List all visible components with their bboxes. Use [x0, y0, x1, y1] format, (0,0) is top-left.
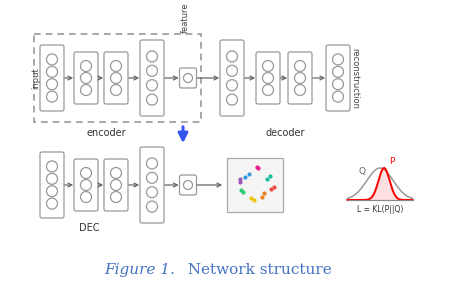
Circle shape: [226, 94, 238, 105]
Circle shape: [46, 161, 58, 172]
Circle shape: [46, 79, 58, 90]
Circle shape: [226, 80, 238, 91]
Circle shape: [184, 73, 193, 83]
Circle shape: [147, 65, 158, 76]
FancyBboxPatch shape: [256, 52, 280, 104]
Circle shape: [81, 61, 91, 72]
Circle shape: [226, 51, 238, 62]
Text: P: P: [389, 157, 395, 166]
Circle shape: [111, 85, 122, 96]
FancyBboxPatch shape: [74, 159, 98, 211]
FancyBboxPatch shape: [140, 40, 164, 116]
Circle shape: [111, 192, 122, 203]
FancyBboxPatch shape: [40, 45, 64, 111]
Text: encoder: encoder: [86, 128, 126, 138]
FancyBboxPatch shape: [288, 52, 312, 104]
Circle shape: [111, 179, 122, 190]
FancyBboxPatch shape: [104, 52, 128, 104]
Circle shape: [333, 66, 343, 77]
Circle shape: [333, 91, 343, 102]
Text: L = KL(P||Q): L = KL(P||Q): [357, 205, 403, 214]
Text: input: input: [31, 67, 40, 89]
Circle shape: [262, 72, 274, 83]
Circle shape: [147, 158, 158, 169]
Circle shape: [46, 198, 58, 209]
Circle shape: [81, 72, 91, 83]
Circle shape: [147, 80, 158, 91]
Bar: [227, 158, 283, 212]
FancyBboxPatch shape: [326, 45, 350, 111]
Circle shape: [294, 61, 306, 72]
Circle shape: [111, 72, 122, 83]
Text: Figure 1.: Figure 1.: [104, 263, 175, 277]
FancyBboxPatch shape: [40, 152, 64, 218]
Circle shape: [147, 187, 158, 198]
Circle shape: [81, 179, 91, 190]
Circle shape: [262, 85, 274, 96]
Circle shape: [147, 172, 158, 183]
Circle shape: [294, 72, 306, 83]
Circle shape: [46, 91, 58, 102]
Circle shape: [147, 201, 158, 212]
FancyBboxPatch shape: [74, 52, 98, 104]
Circle shape: [333, 54, 343, 65]
Circle shape: [46, 54, 58, 65]
Circle shape: [81, 168, 91, 178]
Circle shape: [111, 168, 122, 178]
Circle shape: [294, 85, 306, 96]
Circle shape: [147, 94, 158, 105]
Circle shape: [46, 66, 58, 77]
Circle shape: [81, 85, 91, 96]
FancyBboxPatch shape: [180, 175, 197, 195]
Text: Q: Q: [358, 167, 365, 176]
FancyBboxPatch shape: [180, 68, 197, 88]
Text: DEC: DEC: [79, 223, 99, 233]
Circle shape: [333, 79, 343, 90]
Text: reconstruction: reconstruction: [350, 48, 359, 108]
Circle shape: [147, 51, 158, 62]
Circle shape: [46, 173, 58, 184]
FancyBboxPatch shape: [140, 147, 164, 223]
FancyBboxPatch shape: [104, 159, 128, 211]
Text: Network structure: Network structure: [178, 263, 332, 277]
Circle shape: [111, 61, 122, 72]
Circle shape: [46, 186, 58, 197]
Circle shape: [262, 61, 274, 72]
Text: feature: feature: [180, 2, 189, 33]
Circle shape: [184, 181, 193, 189]
Circle shape: [226, 65, 238, 76]
Circle shape: [81, 192, 91, 203]
FancyBboxPatch shape: [220, 40, 244, 116]
Text: decoder: decoder: [265, 128, 305, 138]
